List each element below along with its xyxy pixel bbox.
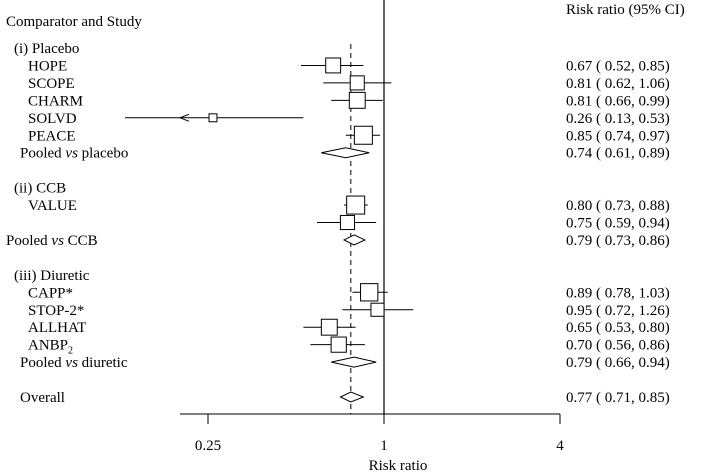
header-left: Comparator and Study xyxy=(6,14,142,30)
ci-value: 0.80 ( 0.73, 0.88) xyxy=(566,198,670,214)
ci-value: 0.74 ( 0.61, 0.89) xyxy=(566,146,670,162)
point-estimate-box xyxy=(330,336,347,353)
pooled-label: Pooled vs diuretic xyxy=(20,355,128,371)
ci-value: 0.79 ( 0.66, 0.94) xyxy=(566,355,670,371)
point-estimate-box xyxy=(320,318,338,336)
point-estimate-box xyxy=(339,214,356,231)
point-estimate-box xyxy=(360,283,379,302)
study-label: ALLHAT xyxy=(28,320,86,336)
pooled-diamond xyxy=(339,391,365,403)
pooled-diamond xyxy=(321,147,370,159)
pooled-label: Pooled vs CCB xyxy=(6,233,98,249)
pooled-label: Pooled vs placebo xyxy=(20,146,128,162)
ci-value: 0.79 ( 0.73, 0.86) xyxy=(566,233,670,249)
ci-value: 0.95 ( 0.72, 1.26) xyxy=(566,303,670,319)
x-axis-label: Risk ratio xyxy=(369,458,428,474)
x-axis: 0.25 1 4 xyxy=(180,413,564,454)
pooled-diamond xyxy=(331,356,377,368)
pooled-label: Overall xyxy=(20,390,65,406)
ci-value: 0.81 ( 0.66, 0.99) xyxy=(566,93,670,109)
ci-value: 0.67 ( 0.52, 0.85) xyxy=(566,58,670,74)
group-label: (i) Placebo xyxy=(14,41,79,57)
study-label: CHARM xyxy=(28,93,83,109)
ci-value: 0.70 ( 0.56, 0.86) xyxy=(566,338,670,354)
point-estimate-box xyxy=(370,302,385,317)
point-estimate-box xyxy=(325,57,342,74)
header-right: Risk ratio (95% CI) xyxy=(566,2,685,18)
study-label: SOLVD xyxy=(28,111,77,127)
ci-value: 0.89 ( 0.78, 1.03) xyxy=(566,285,670,301)
ci-value: 0.85 ( 0.74, 0.97) xyxy=(566,128,670,144)
ci-value: 0.81 ( 0.62, 1.06) xyxy=(566,76,670,92)
study-label: VALUE xyxy=(28,198,77,214)
study-label: CAPP* xyxy=(28,285,73,301)
ci-arrow xyxy=(178,113,190,122)
point-estimate-box xyxy=(346,195,366,215)
x-tick-label: 1 xyxy=(380,438,388,454)
point-estimate-box xyxy=(208,113,218,123)
study-label: ANBP2 xyxy=(28,338,73,357)
group-label: (ii) CCB xyxy=(14,181,66,197)
ci-value: 0.26 ( 0.13, 0.53) xyxy=(566,111,670,127)
group-label: (iii) Diuretic xyxy=(14,268,90,284)
ci-value: 0.65 ( 0.53, 0.80) xyxy=(566,320,670,336)
pooled-diamond xyxy=(342,234,367,246)
point-estimate-box xyxy=(348,91,366,109)
x-tick-label: 0.25 xyxy=(195,438,221,454)
x-tick-label: 4 xyxy=(556,438,564,454)
point-estimate-box xyxy=(349,75,365,91)
study-label: STOP-2* xyxy=(28,303,84,319)
study-label: SCOPE xyxy=(28,76,75,92)
point-estimate-box xyxy=(353,125,373,145)
study-label: HOPE xyxy=(28,58,67,74)
ci-value: 0.77 ( 0.71, 0.85) xyxy=(566,390,670,406)
study-label: PEACE xyxy=(28,128,76,144)
ci-value: 0.75 ( 0.59, 0.94) xyxy=(566,216,670,232)
